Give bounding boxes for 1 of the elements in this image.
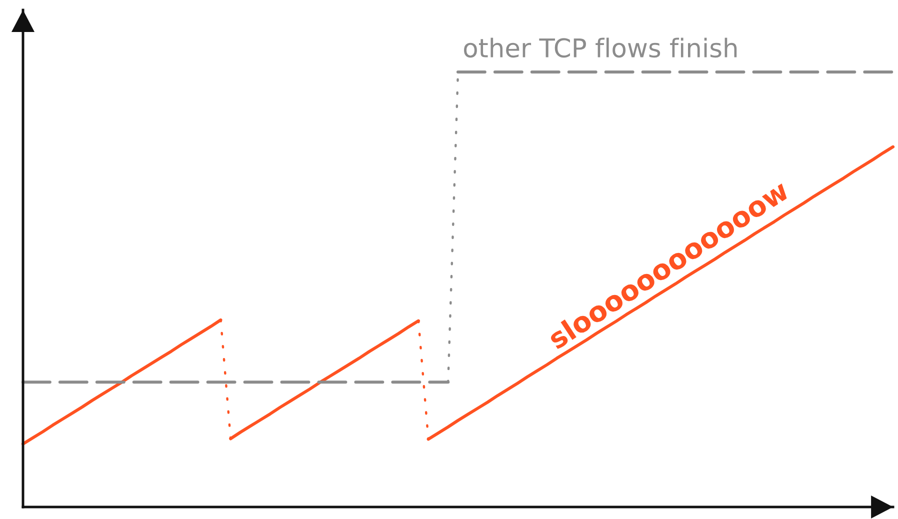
text: other TCP flows finish — [464, 38, 737, 58]
